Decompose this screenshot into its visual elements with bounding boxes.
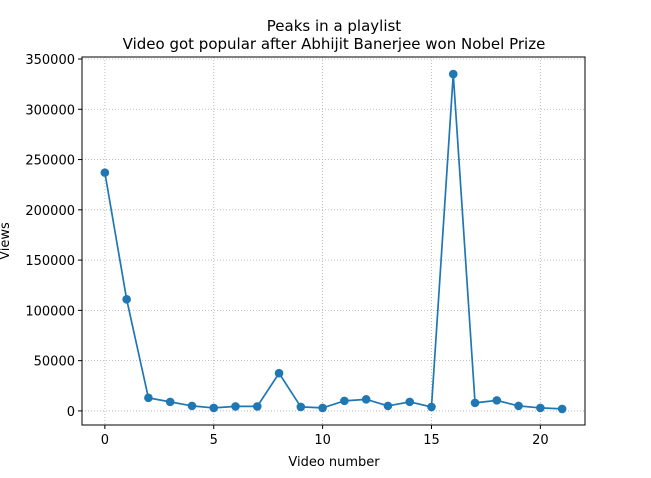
y-axis-ticks: 0 50000 100000 150000 200000 250000 300000 3500…: [25, 53, 82, 420]
x-tick-label: 0: [101, 433, 109, 448]
data-point: [448, 69, 458, 79]
y-tick-label: 100000: [25, 304, 75, 319]
data-point: [536, 403, 545, 413]
x-axis-ticks: 0 5 10 15 20: [101, 425, 549, 448]
data-point: [427, 402, 436, 412]
y-tick-label: 250000: [25, 154, 75, 169]
y-tick-label: 0: [67, 405, 75, 420]
series-line: [104, 74, 563, 410]
data-point: [470, 398, 480, 408]
data-point: [514, 401, 523, 411]
y-tick-label: 200000: [25, 204, 75, 219]
data-point: [252, 402, 262, 411]
data-point: [405, 397, 415, 407]
data-point: [209, 403, 219, 413]
data-point: [492, 396, 502, 405]
data-point: [144, 393, 153, 403]
data-point: [361, 395, 371, 404]
data-point: [165, 397, 175, 407]
chart-title: Peaks in a playlist: [267, 17, 402, 35]
data-point: [187, 401, 197, 411]
y-tick-label: 150000: [25, 254, 75, 269]
y-tick-label: 300000: [25, 103, 75, 118]
x-tick-label: 15: [423, 433, 440, 448]
data-point: [100, 168, 110, 177]
data-point: [557, 404, 567, 414]
y-axis-label: Views: [0, 222, 13, 260]
grid-lines: [82, 57, 585, 425]
data-point: [383, 401, 393, 411]
chart-subtitle: Video got popular after Abhijit Banerjee…: [123, 35, 546, 53]
plot-frame: [81, 56, 586, 426]
x-tick-label: 5: [210, 433, 218, 448]
x-tick-label: 10: [314, 433, 331, 448]
data-point: [231, 402, 240, 411]
x-axis-label: Video number: [288, 455, 380, 470]
data-point: [318, 403, 327, 413]
data-point: [122, 295, 131, 304]
y-tick-label: 50000: [34, 355, 75, 370]
data-point: [340, 396, 349, 406]
y-tick-label: 350000: [25, 53, 75, 68]
data-point: [274, 368, 284, 378]
series-layer: [100, 69, 567, 414]
data-point: [296, 402, 306, 412]
x-tick-label: 20: [532, 433, 549, 448]
